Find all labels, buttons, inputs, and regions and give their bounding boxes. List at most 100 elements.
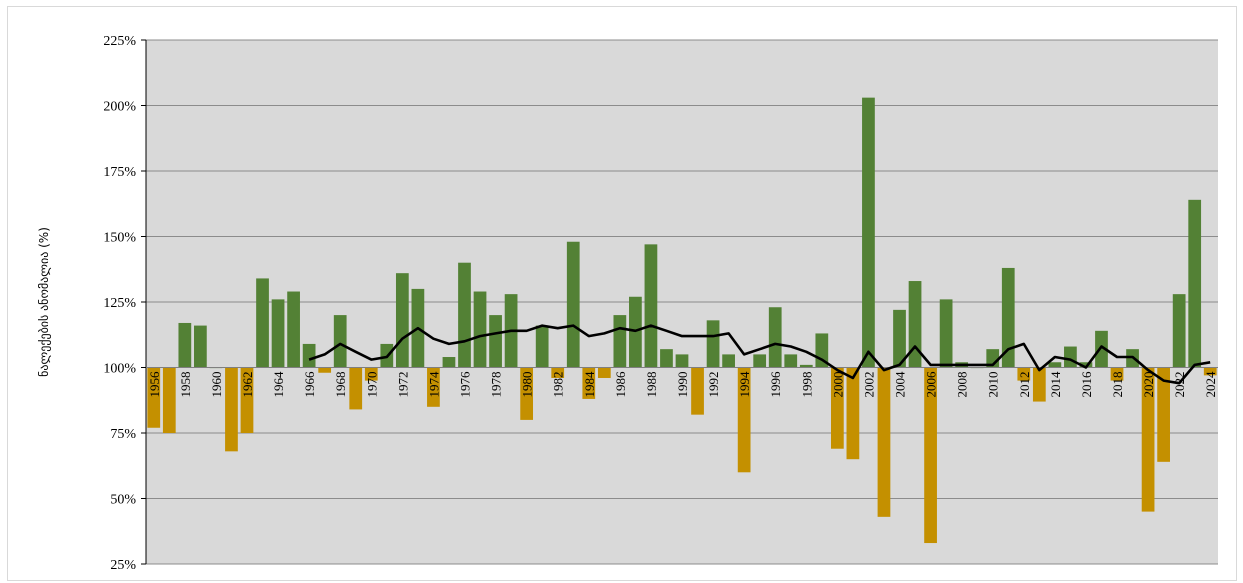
bar-1957 — [162, 367, 176, 433]
bar-1998 — [799, 364, 813, 368]
x-tick-label: 1992 — [706, 372, 721, 398]
y-tick-label: 225% — [103, 34, 136, 49]
bar-1987 — [629, 296, 642, 368]
bar-1996 — [768, 307, 782, 368]
bar-1966 — [302, 343, 316, 368]
y-tick-label: 25% — [110, 558, 136, 573]
x-tick-label: 1984 — [582, 371, 597, 398]
y-tick-label: 175% — [103, 165, 136, 180]
y-tick-label: 200% — [103, 100, 136, 115]
bar-1958 — [178, 322, 192, 368]
bar-2016 — [1079, 362, 1093, 368]
bar-2023 — [1188, 199, 1202, 368]
bar-1961 — [225, 367, 238, 452]
bar-2007 — [939, 299, 953, 368]
bar-1956 — [147, 367, 161, 428]
x-tick-label: 1968 — [333, 372, 348, 398]
x-tick-label: 1966 — [302, 371, 317, 398]
bar-1980 — [520, 367, 534, 420]
y-tick-label: 75% — [110, 427, 136, 442]
bar-2005 — [908, 281, 922, 368]
bar-1985 — [597, 367, 611, 378]
bar-2011 — [1001, 267, 1015, 368]
x-tick-label: 2010 — [986, 372, 1001, 398]
bar-1983 — [566, 241, 580, 368]
x-tick-label: 2008 — [955, 372, 970, 398]
bar-2021 — [1157, 367, 1170, 462]
y-tick-label: 50% — [110, 493, 136, 508]
bar-1989 — [660, 349, 673, 368]
x-tick-label: 1956 — [147, 371, 162, 398]
bar-2000 — [830, 367, 844, 449]
x-tick-label: 1980 — [520, 372, 535, 398]
x-tick-label: 2004 — [893, 371, 908, 398]
x-tick-label: 1996 — [768, 371, 783, 398]
bar-1986 — [613, 315, 627, 368]
bar-1995 — [753, 354, 767, 368]
bar-1969 — [349, 367, 363, 410]
moving-average-line — [308, 324, 1211, 385]
bar-1991 — [691, 367, 704, 415]
bar-1970 — [364, 367, 378, 381]
x-tick-label: 1990 — [675, 372, 690, 398]
y-tick-label: 150% — [103, 231, 136, 246]
bar-1964 — [271, 299, 285, 368]
x-tick-label: 2012 — [1017, 372, 1032, 398]
bar-2015 — [1064, 346, 1077, 368]
x-tick-label: 1960 — [209, 372, 224, 398]
bar-2022 — [1172, 294, 1186, 368]
bar-1981 — [535, 325, 549, 368]
x-tick-label: 1970 — [364, 372, 379, 398]
bar-2002 — [862, 97, 875, 368]
bar-1994 — [737, 367, 751, 473]
bar-1982 — [551, 367, 565, 378]
x-tick-label: 2024 — [1203, 371, 1218, 398]
bar-1975 — [442, 357, 456, 368]
bar-1959 — [194, 325, 207, 368]
bar-1984 — [582, 367, 596, 399]
x-tick-label: 1998 — [799, 372, 814, 398]
bar-2013 — [1032, 367, 1046, 402]
x-tick-label: 1976 — [457, 371, 472, 398]
bar-1962 — [240, 367, 254, 433]
bar-2014 — [1048, 362, 1062, 368]
bar-1976 — [458, 262, 471, 368]
bar-1993 — [722, 354, 735, 368]
x-tick-label: 1958 — [178, 372, 193, 398]
x-tick-label: 2018 — [1110, 372, 1125, 398]
x-tick-label: 2014 — [1048, 371, 1063, 398]
bar-1990 — [675, 354, 689, 368]
bar-1997 — [784, 354, 798, 368]
bar-2003 — [877, 367, 891, 517]
chart-frame: 25% 50% 75% 100% 125% 150% 175% 200% 225% 1956 195… — [7, 6, 1237, 581]
x-tick-label: 1986 — [613, 371, 628, 398]
x-tick-label: 2002 — [861, 372, 876, 398]
x-tick-label: 2006 — [924, 371, 939, 398]
bar-1974 — [427, 367, 440, 407]
bar-1965 — [287, 291, 300, 368]
x-tick-label: 1974 — [426, 371, 441, 398]
bar-1977 — [473, 291, 487, 368]
bar-1978 — [489, 315, 502, 368]
x-tick-label: 1982 — [551, 372, 566, 398]
bar-2004 — [893, 309, 906, 368]
bar-1963 — [256, 278, 269, 368]
x-tick-label: 1978 — [489, 371, 504, 397]
x-tick-label: 2016 — [1079, 371, 1094, 398]
bar-1988 — [644, 244, 658, 368]
x-tick-label: 1988 — [644, 372, 659, 398]
bar-1967 — [318, 367, 332, 373]
bar-2024 — [1203, 367, 1217, 376]
y-axis-label: ნალექების ანომალია (%) — [37, 227, 51, 377]
x-tick-label: 1972 — [395, 372, 410, 398]
bar-1968 — [333, 315, 347, 368]
x-tick-label: 1994 — [737, 371, 752, 398]
y-tick-label: 100% — [103, 362, 136, 377]
bar-1972 — [395, 273, 409, 368]
bar-2017 — [1095, 330, 1108, 368]
x-tick-label: 2020 — [1141, 372, 1156, 398]
x-tick-label: 2000 — [830, 372, 845, 398]
y-tick-label: 125% — [103, 296, 136, 311]
x-tick-label: 1964 — [271, 371, 286, 398]
bar-1992 — [706, 320, 720, 368]
